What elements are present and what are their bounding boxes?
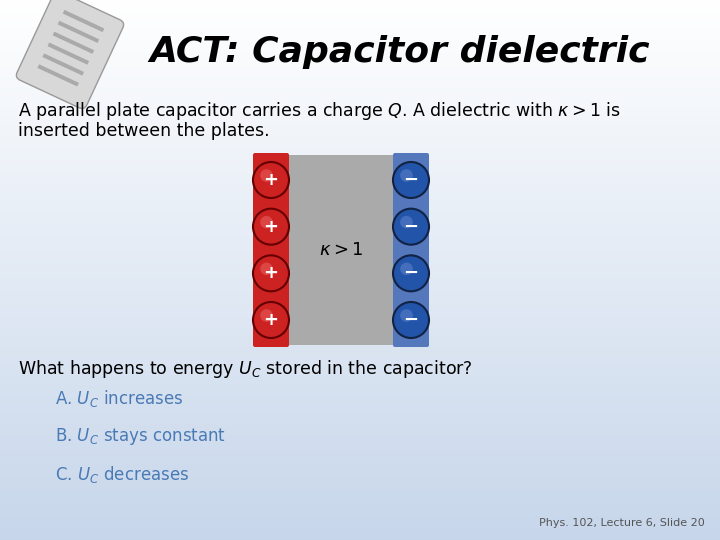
Circle shape (260, 309, 273, 322)
Circle shape (260, 262, 273, 275)
Bar (287, 155, 395, 345)
Circle shape (393, 208, 429, 245)
Circle shape (253, 255, 289, 292)
Bar (37, 64, 79, 86)
Circle shape (253, 302, 289, 338)
Text: A parallel plate capacitor carries a charge $Q$. A dielectric with $\kappa > 1$ : A parallel plate capacitor carries a cha… (18, 100, 621, 122)
Circle shape (400, 169, 413, 182)
Text: −: − (403, 265, 418, 282)
Bar (42, 53, 84, 76)
Circle shape (260, 169, 273, 182)
FancyBboxPatch shape (393, 153, 429, 347)
Text: ACT: Capacitor dielectric: ACT: Capacitor dielectric (150, 35, 650, 69)
Bar (48, 43, 89, 65)
Bar (63, 10, 104, 32)
Circle shape (400, 309, 413, 322)
Text: A. $U_C$ increases: A. $U_C$ increases (55, 388, 184, 409)
Text: B. $U_C$ stays constant: B. $U_C$ stays constant (55, 426, 226, 447)
Circle shape (393, 162, 429, 198)
Text: inserted between the plates.: inserted between the plates. (18, 122, 269, 140)
Text: +: + (264, 171, 279, 189)
Bar (53, 32, 94, 54)
Text: What happens to energy $U_C$ stored in the capacitor?: What happens to energy $U_C$ stored in t… (18, 358, 473, 380)
Text: −: − (403, 218, 418, 235)
Text: $\kappa > 1$: $\kappa > 1$ (319, 241, 363, 259)
Circle shape (253, 208, 289, 245)
Circle shape (260, 216, 273, 228)
Circle shape (253, 162, 289, 198)
Text: −: − (403, 171, 418, 189)
Circle shape (400, 262, 413, 275)
FancyBboxPatch shape (253, 153, 289, 347)
Circle shape (393, 302, 429, 338)
Text: +: + (264, 311, 279, 329)
Text: +: + (264, 265, 279, 282)
Text: −: − (403, 311, 418, 329)
Text: Phys. 102, Lecture 6, Slide 20: Phys. 102, Lecture 6, Slide 20 (539, 518, 705, 528)
Text: C. $U_C$ decreases: C. $U_C$ decreases (55, 464, 189, 485)
Bar (58, 21, 99, 43)
Circle shape (393, 255, 429, 292)
Text: +: + (264, 218, 279, 235)
FancyBboxPatch shape (17, 0, 124, 109)
Circle shape (400, 216, 413, 228)
